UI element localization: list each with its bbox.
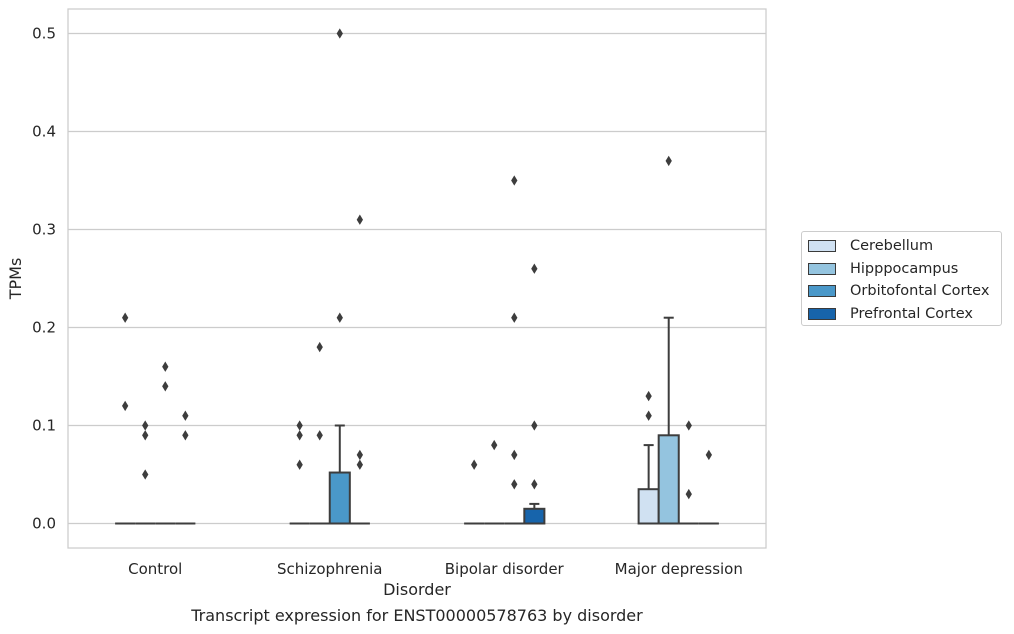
outlier-point xyxy=(296,430,303,441)
outlier-point xyxy=(142,469,149,480)
outlier-point xyxy=(142,420,149,431)
y-axis-label: TPMs xyxy=(6,258,25,301)
figure-caption: Transcript expression for ENST0000057876… xyxy=(191,606,643,625)
outlier-point xyxy=(296,420,303,431)
box-3-3 xyxy=(698,449,719,525)
box-body xyxy=(657,434,680,525)
outlier-point xyxy=(665,155,672,167)
box-1-3 xyxy=(349,214,370,525)
outlier-point xyxy=(316,430,323,441)
outlier-point xyxy=(142,430,149,441)
legend-item: Orbitofontal Cortex xyxy=(802,280,1001,303)
outlier-point xyxy=(705,449,713,461)
outlier-point xyxy=(531,479,538,490)
box-0-1 xyxy=(135,420,156,525)
plot-marks xyxy=(115,28,719,525)
legend-label: Orbitofontal Cortex xyxy=(850,283,990,300)
outlier-point xyxy=(162,361,169,372)
legend-item: Prefrontal Cortex xyxy=(802,303,1001,326)
x-tick-label: Schizophrenia xyxy=(277,560,382,578)
outlier-point xyxy=(531,263,538,274)
box-3-1 xyxy=(657,155,680,525)
y-tick-label: 0.5 xyxy=(32,25,56,43)
box-3-0 xyxy=(637,390,660,525)
legend-swatch xyxy=(808,262,836,275)
box-0-0 xyxy=(115,312,136,525)
outlier-point xyxy=(356,459,364,470)
legend-item: Hipppocampus xyxy=(802,258,1001,281)
legend: Cerebellum Hipppocampus Orbitofontal Corte… xyxy=(801,231,1002,326)
outlier-point xyxy=(511,312,518,323)
box-2-0 xyxy=(464,459,485,525)
box-0-2 xyxy=(155,361,176,525)
box-1-0 xyxy=(289,420,310,525)
legend-swatch xyxy=(808,285,836,298)
outlier-point xyxy=(531,420,538,431)
outlier-point xyxy=(336,28,343,39)
box-1-2 xyxy=(328,28,351,525)
outlier-point xyxy=(182,410,189,421)
outlier-point xyxy=(162,381,169,392)
box-body xyxy=(523,507,546,525)
x-tick-labels: Control Schizophrenia Bipolar disorder Majo… xyxy=(128,560,743,578)
box-2-1 xyxy=(484,439,505,525)
legend-label: Cerebellum xyxy=(850,238,934,255)
y-tick-label: 0.2 xyxy=(32,319,56,337)
box-1-1 xyxy=(309,341,330,525)
y-tick-label: 0.4 xyxy=(32,123,56,141)
outlier-point xyxy=(645,390,652,402)
outlier-point xyxy=(685,420,692,431)
y-tick-label: 0.0 xyxy=(32,515,56,533)
legend-swatch xyxy=(808,307,836,320)
outlier-point xyxy=(316,341,323,353)
legend-label: Hipppocampus xyxy=(850,260,959,277)
outlier-point xyxy=(511,449,518,461)
box-body xyxy=(637,488,660,525)
outlier-point xyxy=(511,479,518,490)
y-tick-labels: 0.0 0.1 0.2 0.3 0.4 0.5 xyxy=(32,25,56,533)
x-tick-label: Control xyxy=(128,560,182,578)
box-body xyxy=(328,471,351,525)
outlier-point xyxy=(296,459,303,470)
box-2-3 xyxy=(523,263,546,525)
box-0-3 xyxy=(175,410,196,525)
outlier-point xyxy=(645,410,652,421)
legend-item: Cerebellum xyxy=(802,235,1001,258)
outlier-point xyxy=(356,449,364,461)
legend-label: Prefrontal Cortex xyxy=(850,305,973,322)
x-axis-label: Disorder xyxy=(383,580,451,599)
box-2-2 xyxy=(504,175,525,525)
y-tick-label: 0.1 xyxy=(32,417,56,435)
plot-frame xyxy=(67,8,767,549)
outlier-point xyxy=(491,439,498,451)
outlier-point xyxy=(470,459,478,470)
x-tick-label: Major depression xyxy=(615,560,743,578)
outlier-point xyxy=(121,312,129,323)
outlier-point xyxy=(356,214,364,225)
outlier-point xyxy=(511,175,518,186)
legend-swatch xyxy=(808,240,836,253)
box-3-2 xyxy=(678,420,699,525)
outlier-point xyxy=(121,400,129,412)
y-tick-label: 0.3 xyxy=(32,221,56,239)
outlier-point xyxy=(336,312,343,323)
outlier-point xyxy=(182,430,189,441)
outlier-point xyxy=(685,488,692,500)
x-tick-label: Bipolar disorder xyxy=(445,560,565,578)
